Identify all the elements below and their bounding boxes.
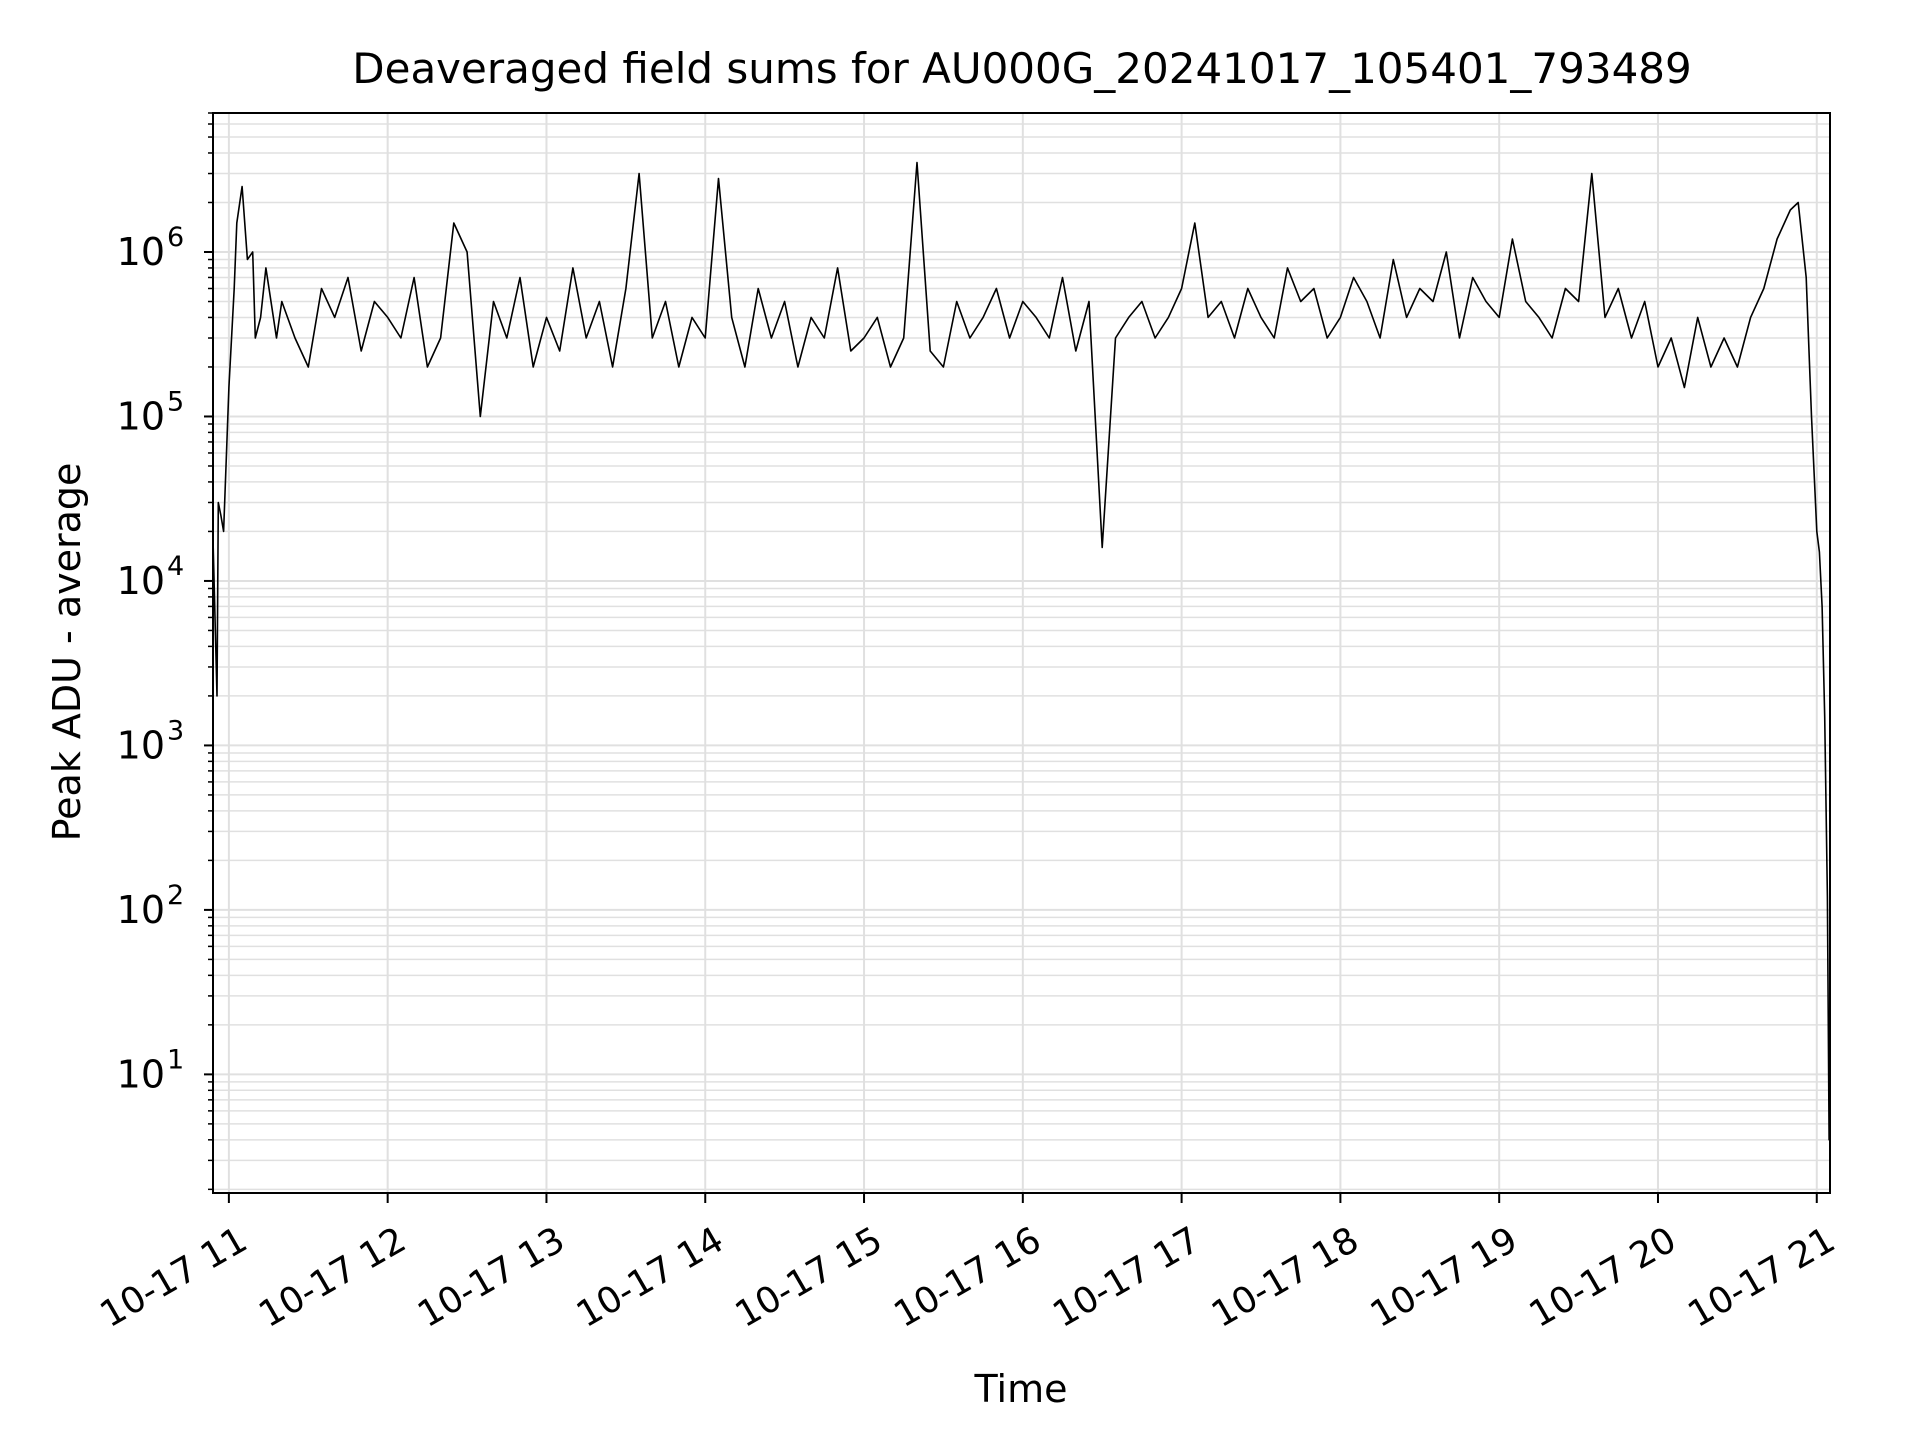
y-tick-label: 10 [117,394,165,438]
y-tick-label: 10 [117,723,165,767]
y-tick-exponent: 1 [167,1044,184,1075]
y-tick-label: 10 [117,1052,165,1096]
plot-frame [212,112,1831,1194]
y-tick-exponent: 5 [167,386,184,417]
y-axis-label: Peak ADU - average [45,463,89,842]
y-tick-exponent: 3 [167,715,184,746]
y-tick-label: 10 [117,559,165,603]
chart-title: Deaveraged field sums for AU000G_2024101… [352,44,1691,93]
series-line [212,161,1830,1141]
y-tick-exponent: 4 [167,551,184,582]
y-tick-label: 10 [117,230,165,274]
y-tick-exponent: 2 [167,880,184,911]
y-tick-exponent: 6 [167,222,184,253]
y-tick-label: 10 [117,888,165,932]
data-layer [212,161,1830,1141]
x-axis-label: Time [974,1367,1068,1411]
grid-layer [213,112,1830,1193]
